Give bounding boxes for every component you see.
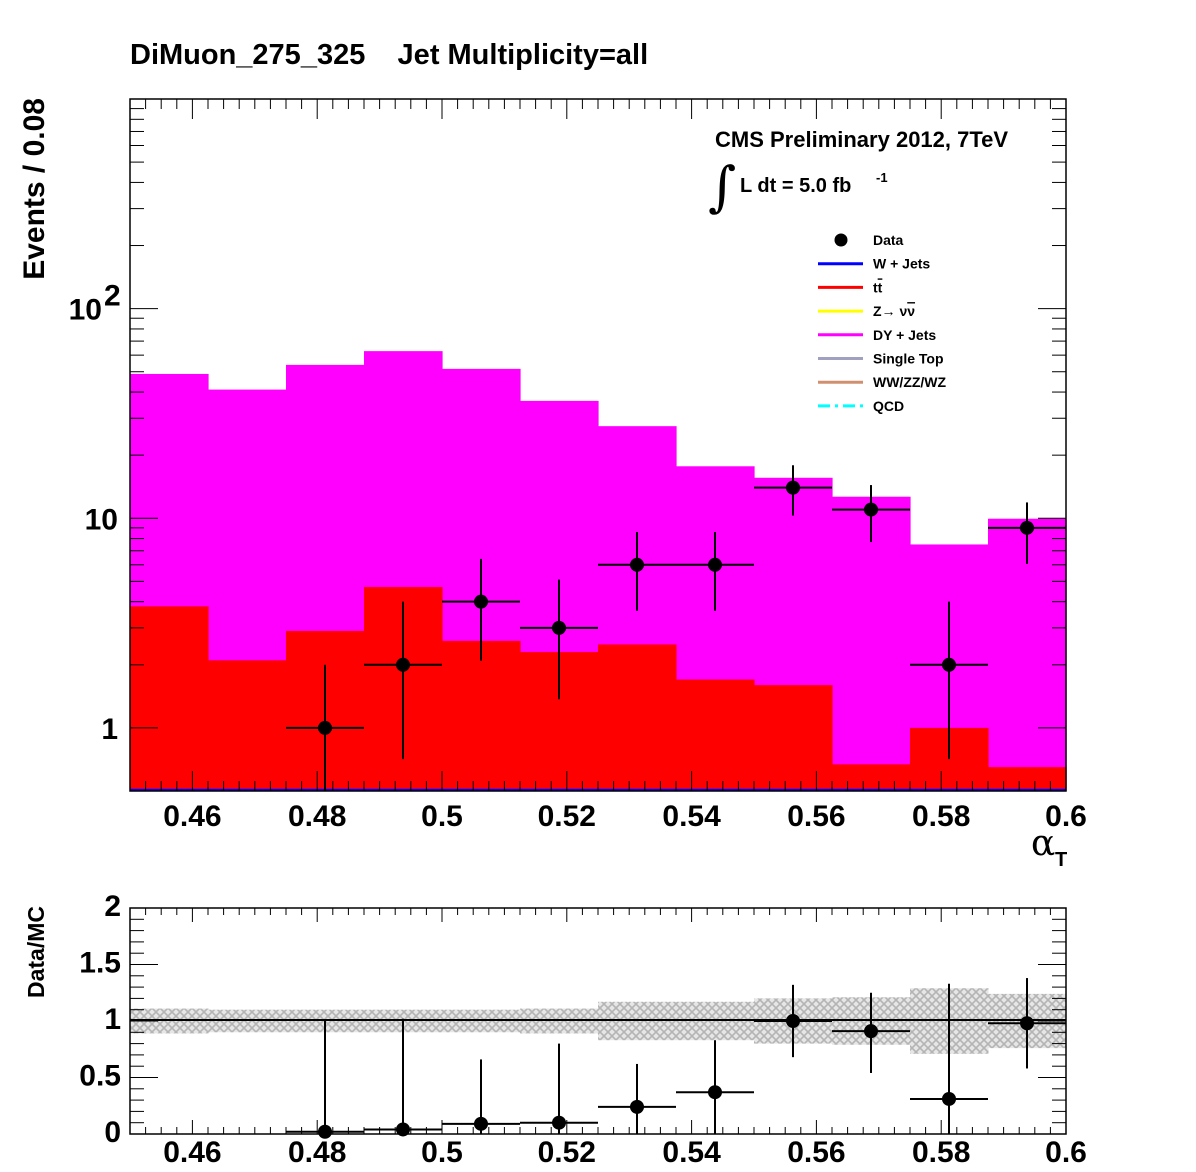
x-tick-label: 0.48 [288,800,346,833]
ratio-x-tick-label: 0.58 [912,1136,970,1169]
ratio-points [286,978,1066,1139]
ratio-y-tick-label: 2 [104,890,121,923]
ratio-x-tick-label: 0.56 [787,1136,845,1169]
hist-bar-ttbar [598,644,677,791]
legend-label: QCD [873,398,904,414]
legend-label: W + Jets [873,256,930,272]
lumi-label: L dt = 5.0 fb [740,175,851,197]
ratio-point [708,1085,722,1100]
ratio-point [630,1099,644,1114]
ratio-panel: 0.46 0.48 0.5 0.52 0.54 0.56 0.58 0.600.511.52 … [23,890,1087,1169]
ratio-y-tick-label: 1.5 [79,947,121,980]
ratio-x-tick-label: 0.6 [1045,1136,1087,1169]
ratio-y-tick-label: 0.5 [79,1060,121,1093]
legend: Data W + Jets tt Z→ νν DY + Jets Single Top WW… [818,232,947,414]
legend-marker [834,233,848,247]
y-tick-label: 10 [85,503,118,536]
ratio-point [318,1124,332,1139]
ratio-y-tick-label: 0 [104,1116,121,1149]
legend-label: DY + Jets [873,327,936,343]
x-axis-label-subscript: T [1055,849,1067,871]
y-axis-label: Events / 0.08 [18,98,51,280]
data-point [396,657,410,672]
x-tick-label: 0.5 [421,800,463,833]
data-point [318,720,332,735]
data-point [630,557,644,572]
y-tick-exponent: 2 [104,280,121,313]
data-point [1020,520,1034,535]
ratio-point [1020,1016,1034,1031]
x-tick-label: 0.46 [163,800,221,833]
y-tick-label: 10 [69,294,102,327]
hist-bar-ttbar [754,685,833,791]
stacked-histograms [130,351,1067,792]
ratio-point [864,1024,878,1039]
ratio-x-tick-label: 0.46 [163,1136,221,1169]
hist-bar-ttbar [208,660,287,791]
ratio-point [396,1122,410,1137]
hist-bar-ttbar [130,606,209,791]
ratio-x-tick-label: 0.52 [538,1136,596,1169]
ratio-y-tick-label: 1 [104,1003,121,1036]
legend-label-bar: ν [907,303,915,319]
x-axis-label: α T [1031,823,1067,871]
legend-label: Z→ νν [873,303,915,319]
data-points [286,465,1066,791]
hist-bar-ttbar [442,640,521,791]
x-tick-label: 0.58 [912,800,970,833]
integral-symbol: ∫ [708,155,736,218]
data-point [552,620,566,635]
legend-label: Single Top [873,351,944,367]
data-point [864,502,878,517]
ratio-point [942,1091,956,1106]
data-point [708,557,722,572]
lumi-exponent: -1 [876,170,888,185]
x-tick-label: 0.52 [538,800,596,833]
ratio-y-axis-label: Data/MC [23,906,49,998]
hist-bar-dy-jets [832,496,911,791]
hist-bar-dy-jets [988,518,1067,791]
x-tick-label: 0.6 [1045,800,1087,833]
ratio-point [474,1116,488,1131]
ratio-x-tick-label: 0.48 [288,1136,346,1169]
ratio-point [552,1115,566,1130]
hist-bar-ttbar [988,767,1067,791]
ratio-point [786,1014,800,1028]
cms-label: CMS Preliminary 2012, 7TeV [715,127,1008,152]
data-point [942,657,956,672]
hist-bar-ttbar [832,764,911,791]
legend-label-bar: t [878,279,883,295]
x-tick-label: 0.56 [787,800,845,833]
ratio-axes: 0.46 0.48 0.5 0.52 0.54 0.56 0.58 0.6 0 0.5 1 1.5 2 [79,890,1087,1169]
legend-label: Data [873,232,904,248]
ratio-x-tick-label: 0.5 [421,1136,463,1169]
ratio-x-tick-label: 0.54 [662,1136,721,1169]
data-point [474,594,488,609]
legend-label: WW/ZZ/WZ [873,374,947,390]
y-tick-label: 1 [101,713,118,746]
data-point [786,480,800,495]
x-tick-label: 0.54 [662,800,721,833]
legend-label: tt [873,279,883,295]
chart-title: DiMuon_275_325 Jet Multiplicity=all [130,39,648,71]
hist-bar-ttbar [676,679,755,791]
x-axis-label-alpha: α [1031,823,1055,864]
